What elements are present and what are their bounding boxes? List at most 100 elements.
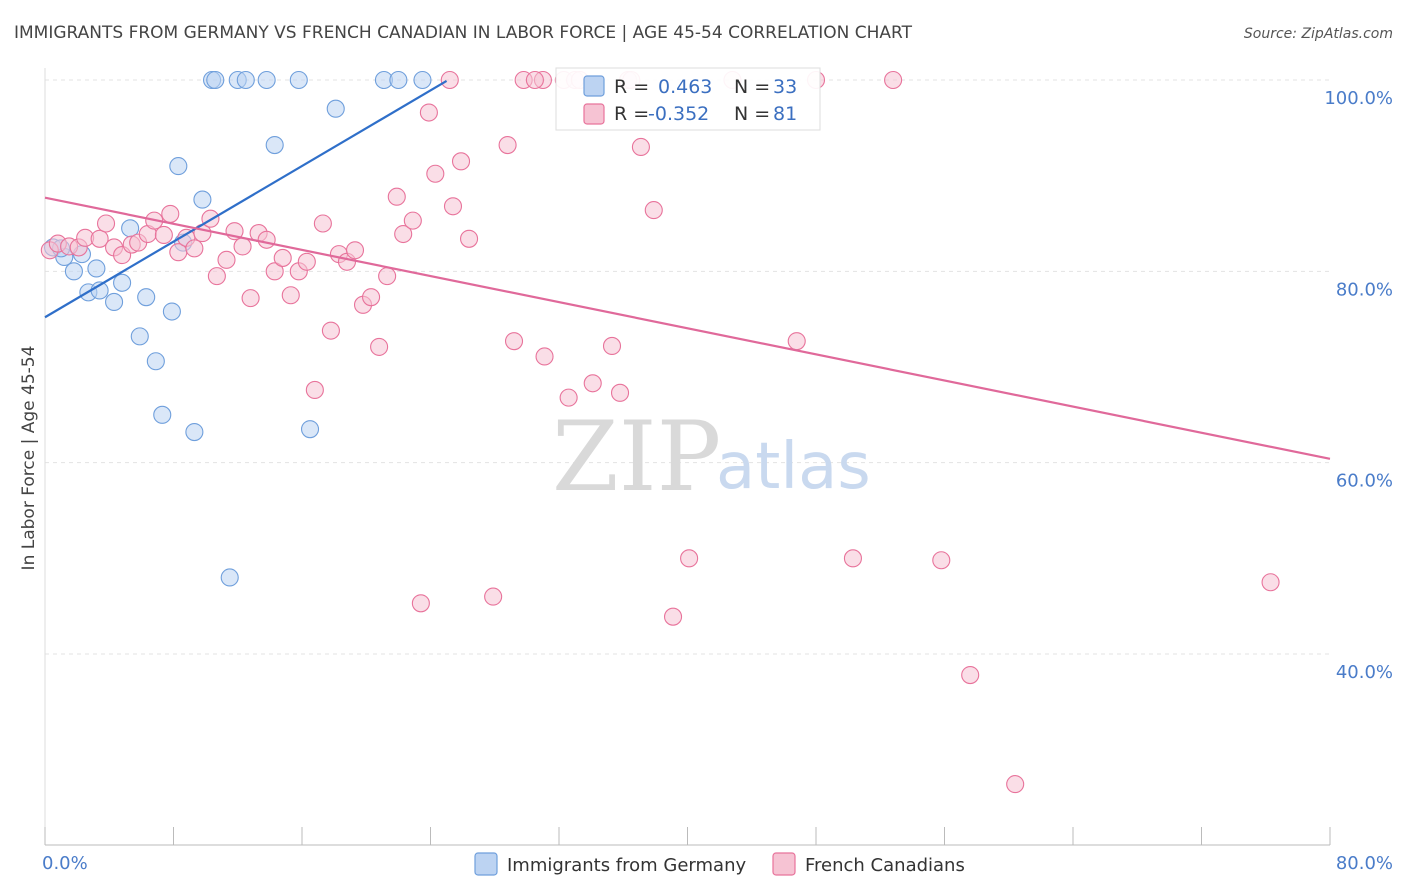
x-tick-label-max: 80.0% [1336,853,1393,874]
point-s1-43 [394,224,413,244]
point-s1-29 [281,286,300,305]
point-s1-59 [559,388,578,407]
trendline-french-canadians [44,196,1331,460]
point-s1-50 [451,152,471,171]
point-s1-20 [207,267,226,286]
point-s0-24 [257,70,276,90]
point-s1-46 [419,103,438,122]
stats-swatch-french-canadians [583,103,605,125]
chart-source: Source: ZipAtlas.com [1244,26,1393,42]
point-s0-20 [206,70,225,90]
point-s1-33 [313,214,332,233]
point-s1-52 [484,587,503,606]
point-s0-30 [389,70,408,90]
legend-label-french-canadians: French Canadians [805,855,965,876]
point-s0-12 [146,352,165,371]
point-s0-26 [289,70,308,90]
point-s1-62 [602,336,622,356]
point-s1-37 [345,241,365,260]
point-s0-17 [185,423,204,442]
point-s0-14 [162,302,181,321]
point-s1-47 [426,164,445,183]
point-s1-53 [498,136,517,155]
point-s0-10 [130,327,149,346]
trendline-germany [44,80,448,319]
point-s1-5 [90,229,109,248]
point-s0-23 [236,70,255,90]
stats-legend: R = 0.463 N = 33 R = -0.352 N = 81 [555,67,821,131]
point-s1-17 [185,239,204,258]
series-french-canadians-points [40,70,1280,794]
legend-label-germany: Immigrants from Germany [507,855,746,876]
stats-n-label-french-canadians: N = [734,103,770,125]
stats-n-value-french-canadians: 81 [773,103,797,125]
point-s0-31 [413,70,432,90]
point-s1-39 [362,288,381,307]
point-s1-70 [787,332,806,351]
x-tick-label-min: 0.0% [42,853,88,874]
legend-swatch-germany [474,852,498,876]
point-s1-45 [411,594,430,613]
point-s0-8 [113,273,132,292]
point-s0-11 [137,288,156,307]
legend-swatch-french-canadians [772,852,796,876]
point-s1-65 [631,137,650,157]
stats-n-value-germany: 33 [773,76,797,98]
point-s1-61 [583,374,602,393]
point-s1-34 [321,321,340,340]
point-s0-7 [105,292,124,311]
point-s1-21 [217,250,236,269]
point-s1-44 [403,211,422,230]
stats-n-label-germany: N = [734,76,770,98]
point-s1-57 [535,347,554,366]
y-axis-tick-labels: 100.0% 80.0% 60.0% 40.0% [1324,88,1393,683]
point-s1-42 [387,187,406,206]
point-s1-6 [96,214,116,233]
x-axis-ticks [44,68,1331,845]
y-tick-label-3: 40.0% [1336,662,1393,683]
point-s1-23 [233,237,252,256]
y-tick-label-1: 80.0% [1336,279,1393,300]
point-s1-72 [843,549,862,568]
chart-title: IMMIGRANTS FROM GERMANY VS FRENCH CANADI… [14,23,913,43]
point-s0-28 [326,99,345,118]
point-s1-31 [297,252,316,271]
stats-r-label-french-canadians: R = [614,103,649,125]
point-s1-75 [961,665,980,685]
watermark-atlas: atlas [716,430,871,504]
point-s0-5 [87,259,106,278]
stats-r-value-germany: 0.463 [658,76,712,98]
point-s1-26 [257,230,276,249]
point-s1-24 [241,289,260,308]
point-s1-54 [504,332,524,351]
point-s1-41 [378,267,397,286]
point-s1-49 [443,197,463,216]
point-s1-32 [305,380,324,400]
point-s1-13 [154,225,173,245]
point-s1-48 [440,70,459,90]
stats-swatch-germany [583,75,605,97]
point-s1-73 [884,70,903,90]
point-s1-77 [1261,573,1280,592]
gridlines [45,79,1330,655]
point-s1-74 [932,551,951,570]
y-tick-label-2: 60.0% [1336,471,1393,492]
point-s0-2 [64,262,83,281]
point-s0-25 [265,136,284,155]
point-s1-28 [273,248,292,267]
point-s1-51 [459,229,479,248]
point-s1-66 [644,201,663,220]
point-s1-27 [265,262,284,281]
point-s1-14 [161,204,180,223]
point-s0-13 [153,405,172,424]
point-s0-15 [169,157,188,176]
point-s1-63 [610,383,630,402]
point-s0-27 [300,420,320,439]
point-s1-76 [1006,775,1025,794]
point-s1-80 [525,70,544,90]
bottom-legend: Immigrants from Germany French Canadians [474,852,965,876]
point-s1-67 [663,607,683,626]
point-s0-18 [193,190,212,209]
point-s0-21 [220,568,239,587]
